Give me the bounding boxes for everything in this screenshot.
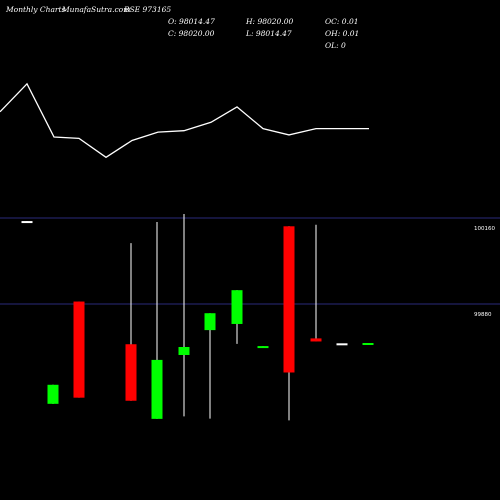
candles-layer [21, 214, 374, 421]
low-value: L: 98014.47 [246, 29, 292, 38]
candle-9 [283, 226, 295, 421]
candle-8 [257, 346, 269, 349]
oc-value: OC: 0.01 [325, 17, 359, 26]
candle-body-12 [362, 343, 374, 346]
close-value: C: 98020.00 [168, 29, 215, 38]
candle-body-8 [257, 346, 269, 349]
y-axis-labels: 100160 99880 [474, 226, 495, 318]
ol-value: OL: 0 [325, 41, 346, 50]
price-grid [0, 217, 500, 305]
candle-body-9 [283, 226, 295, 373]
candle-12 [362, 343, 374, 346]
candle-body-10 [310, 338, 322, 342]
symbol-label: BSE 973165 [124, 5, 172, 14]
candle-body-11 [336, 343, 348, 346]
indicator-panel [0, 82, 369, 159]
candle-0 [21, 221, 33, 224]
y-tick-label-1: 99880 [474, 312, 492, 318]
candle-10 [310, 224, 322, 342]
candle-body-7 [231, 290, 243, 324]
candle-2 [73, 301, 85, 398]
candle-3 [125, 243, 137, 401]
candle-7 [231, 290, 243, 344]
candle-body-6 [204, 313, 216, 331]
high-value: H: 98020.00 [246, 17, 294, 26]
candle-4 [151, 221, 163, 419]
candle-6 [204, 313, 216, 419]
candle-body-0 [21, 221, 33, 224]
candle-body-3 [125, 344, 137, 401]
candle-1 [47, 384, 59, 404]
y-tick-label-0: 100160 [474, 226, 495, 232]
brand-label: MunafaSutra.com [62, 5, 131, 14]
candle-body-4 [151, 359, 163, 419]
oh-value: OH: 0.01 [325, 29, 360, 38]
site-title: Monthly Charts [6, 5, 66, 14]
indicator-line [0, 82, 369, 159]
candle-11 [336, 343, 348, 346]
open-value: O: 98014.47 [168, 17, 215, 26]
candle-body-5 [178, 347, 190, 355]
candle-5 [178, 214, 190, 417]
candle-body-1 [47, 384, 59, 404]
candle-body-2 [73, 301, 85, 398]
